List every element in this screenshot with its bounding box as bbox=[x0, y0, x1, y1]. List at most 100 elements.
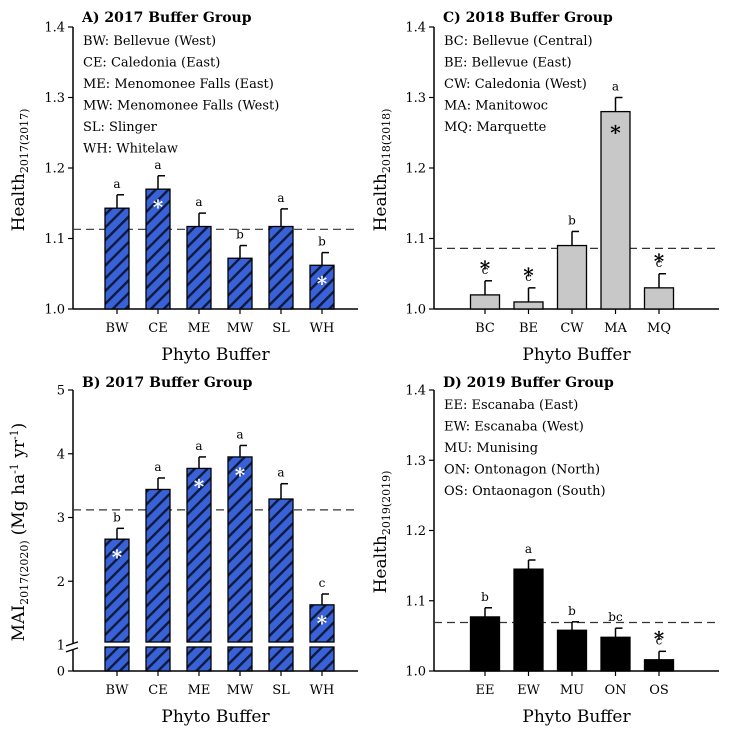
x-tick-label: MW bbox=[227, 683, 254, 698]
legend-entry: WH: Whitelaw bbox=[83, 142, 178, 157]
significance-letter: c bbox=[656, 256, 663, 270]
significance-letter: a bbox=[612, 80, 619, 94]
y-tick-label: 1.3 bbox=[405, 454, 426, 469]
bar-mw bbox=[227, 456, 253, 643]
y-axis-title-main: Health bbox=[9, 173, 29, 231]
panel-title: C) 2018 Buffer Group bbox=[443, 10, 613, 26]
y-tick-label: 1.2 bbox=[405, 524, 426, 539]
y-axis-title-subscript: 2017(2017) bbox=[18, 109, 31, 174]
x-tick-label: MQ bbox=[647, 321, 671, 336]
x-tick-label: ME bbox=[188, 683, 211, 698]
x-tick-label: BC bbox=[475, 321, 495, 336]
y-axis-title: Health2019(2019) bbox=[371, 471, 393, 594]
significance-star: * bbox=[654, 626, 665, 650]
legend-entry: ME: Menomonee Falls (East) bbox=[83, 77, 274, 92]
significance-star: * bbox=[480, 256, 491, 280]
bar-bc bbox=[469, 294, 501, 310]
legend-entry: ON: Ontonagon (North) bbox=[444, 463, 600, 478]
bar-wh-lower bbox=[309, 646, 335, 672]
significance-letter: a bbox=[277, 466, 284, 480]
y-tick-label: 5 bbox=[57, 384, 65, 399]
x-tick-label: OS bbox=[649, 683, 669, 698]
bar-ew bbox=[513, 568, 544, 672]
panel-title: A) 2017 Buffer Group bbox=[81, 10, 252, 26]
legend-entry: MW: Menomonee Falls (West) bbox=[83, 99, 279, 114]
significance-star: * bbox=[610, 121, 621, 145]
legend-entry: CW: Caledonia (West) bbox=[444, 77, 587, 92]
significance-letter: a bbox=[195, 439, 202, 453]
x-tick-label: CW bbox=[560, 321, 584, 336]
significance-star: * bbox=[153, 195, 164, 219]
axis-break-mark bbox=[65, 641, 79, 647]
y-axis-title-subscript: 2018(2018) bbox=[380, 109, 393, 174]
significance-letter: a bbox=[113, 177, 120, 191]
y-axis-title-subscript: 2019(2019) bbox=[380, 471, 393, 536]
significance-letter: b bbox=[113, 510, 121, 524]
y-tick-label: 1.3 bbox=[44, 91, 65, 106]
legend-entry: SL: Slinger bbox=[83, 120, 158, 135]
x-tick-label: WH bbox=[310, 321, 335, 336]
bar-me bbox=[186, 467, 212, 643]
y-axis-title-units: ) bbox=[9, 423, 29, 430]
y-axis-title-superscript: -1 bbox=[8, 463, 21, 474]
x-tick-label: CE bbox=[148, 683, 167, 698]
bar-ce bbox=[145, 188, 171, 310]
significance-star: * bbox=[235, 463, 246, 487]
x-axis-title: Phyto Buffer bbox=[522, 707, 631, 727]
bar-ce-lower bbox=[145, 646, 171, 672]
legend-entry: MU: Munising bbox=[444, 441, 538, 456]
panel-title: B) 2017 Buffer Group bbox=[82, 375, 253, 391]
y-tick-label: 3 bbox=[57, 511, 65, 526]
significance-letter: a bbox=[277, 191, 284, 205]
y-axis-title: Health2017(2017) bbox=[9, 109, 31, 232]
y-tick-label: 1.4 bbox=[405, 21, 426, 36]
bar-sl bbox=[268, 225, 294, 310]
x-tick-label: MW bbox=[227, 321, 254, 336]
bar-mw bbox=[227, 257, 253, 310]
bar-bw-lower bbox=[104, 646, 130, 672]
y-tick-label: 4 bbox=[57, 447, 65, 462]
y-axis-title-superscript: -1 bbox=[8, 429, 21, 440]
y-tick-label: 1.2 bbox=[405, 162, 426, 177]
significance-letter: a bbox=[154, 460, 161, 474]
x-tick-label: EE bbox=[476, 683, 495, 698]
x-tick-label: SL bbox=[272, 683, 290, 698]
significance-letter: a bbox=[154, 158, 161, 172]
x-tick-label: BW bbox=[106, 321, 130, 336]
legend-entry: EW: Escanaba (West) bbox=[444, 420, 584, 435]
x-tick-label: BE bbox=[519, 321, 538, 336]
y-tick-label: 1.4 bbox=[44, 21, 65, 36]
legend-entry: BW: Bellevue (West) bbox=[83, 34, 216, 49]
legend-entry: OS: Ontaonagon (South) bbox=[444, 484, 606, 499]
y-tick-label: 1.0 bbox=[405, 665, 426, 680]
significance-letter: b bbox=[568, 604, 576, 618]
y-tick-label: 1.1 bbox=[44, 232, 65, 247]
y-axis-title: MAI2017(2020)(Mg ha-1 yr-1) bbox=[8, 423, 31, 642]
x-tick-label: MU bbox=[560, 683, 584, 698]
x-axis-title: Phyto Buffer bbox=[522, 345, 631, 365]
x-axis-title: Phyto Buffer bbox=[161, 345, 270, 365]
significance-letter: c bbox=[525, 270, 532, 284]
x-tick-label: ME bbox=[188, 321, 211, 336]
y-axis-title-units: (Mg ha bbox=[9, 474, 29, 535]
legend-entry: CE: Caledonia (East) bbox=[83, 56, 220, 71]
y-tick-label: 1.0 bbox=[44, 303, 65, 318]
x-tick-label: ON bbox=[604, 683, 626, 698]
y-axis-title-units: yr bbox=[9, 439, 29, 463]
axis-break-mark bbox=[65, 647, 79, 653]
significance-star: * bbox=[523, 263, 534, 287]
panel-d-chart: 1.0 1.1 1.2 1.3 1.4 b EE a EW b MU bc ON c* OS D) 2019 … bbox=[371, 375, 719, 727]
significance-star: * bbox=[194, 474, 205, 498]
bar-me bbox=[186, 225, 212, 310]
x-tick-label: CE bbox=[148, 321, 167, 336]
y-tick-label: 1.1 bbox=[405, 594, 426, 609]
y-tick-label: 1.1 bbox=[405, 232, 426, 247]
significance-letter: c bbox=[319, 576, 326, 590]
x-tick-label: MA bbox=[604, 321, 627, 336]
x-tick-label: SL bbox=[272, 321, 290, 336]
y-axis-title-main: Health bbox=[371, 535, 391, 593]
x-tick-label: EW bbox=[517, 683, 540, 698]
legend-entry: MQ: Marquette bbox=[444, 120, 547, 135]
